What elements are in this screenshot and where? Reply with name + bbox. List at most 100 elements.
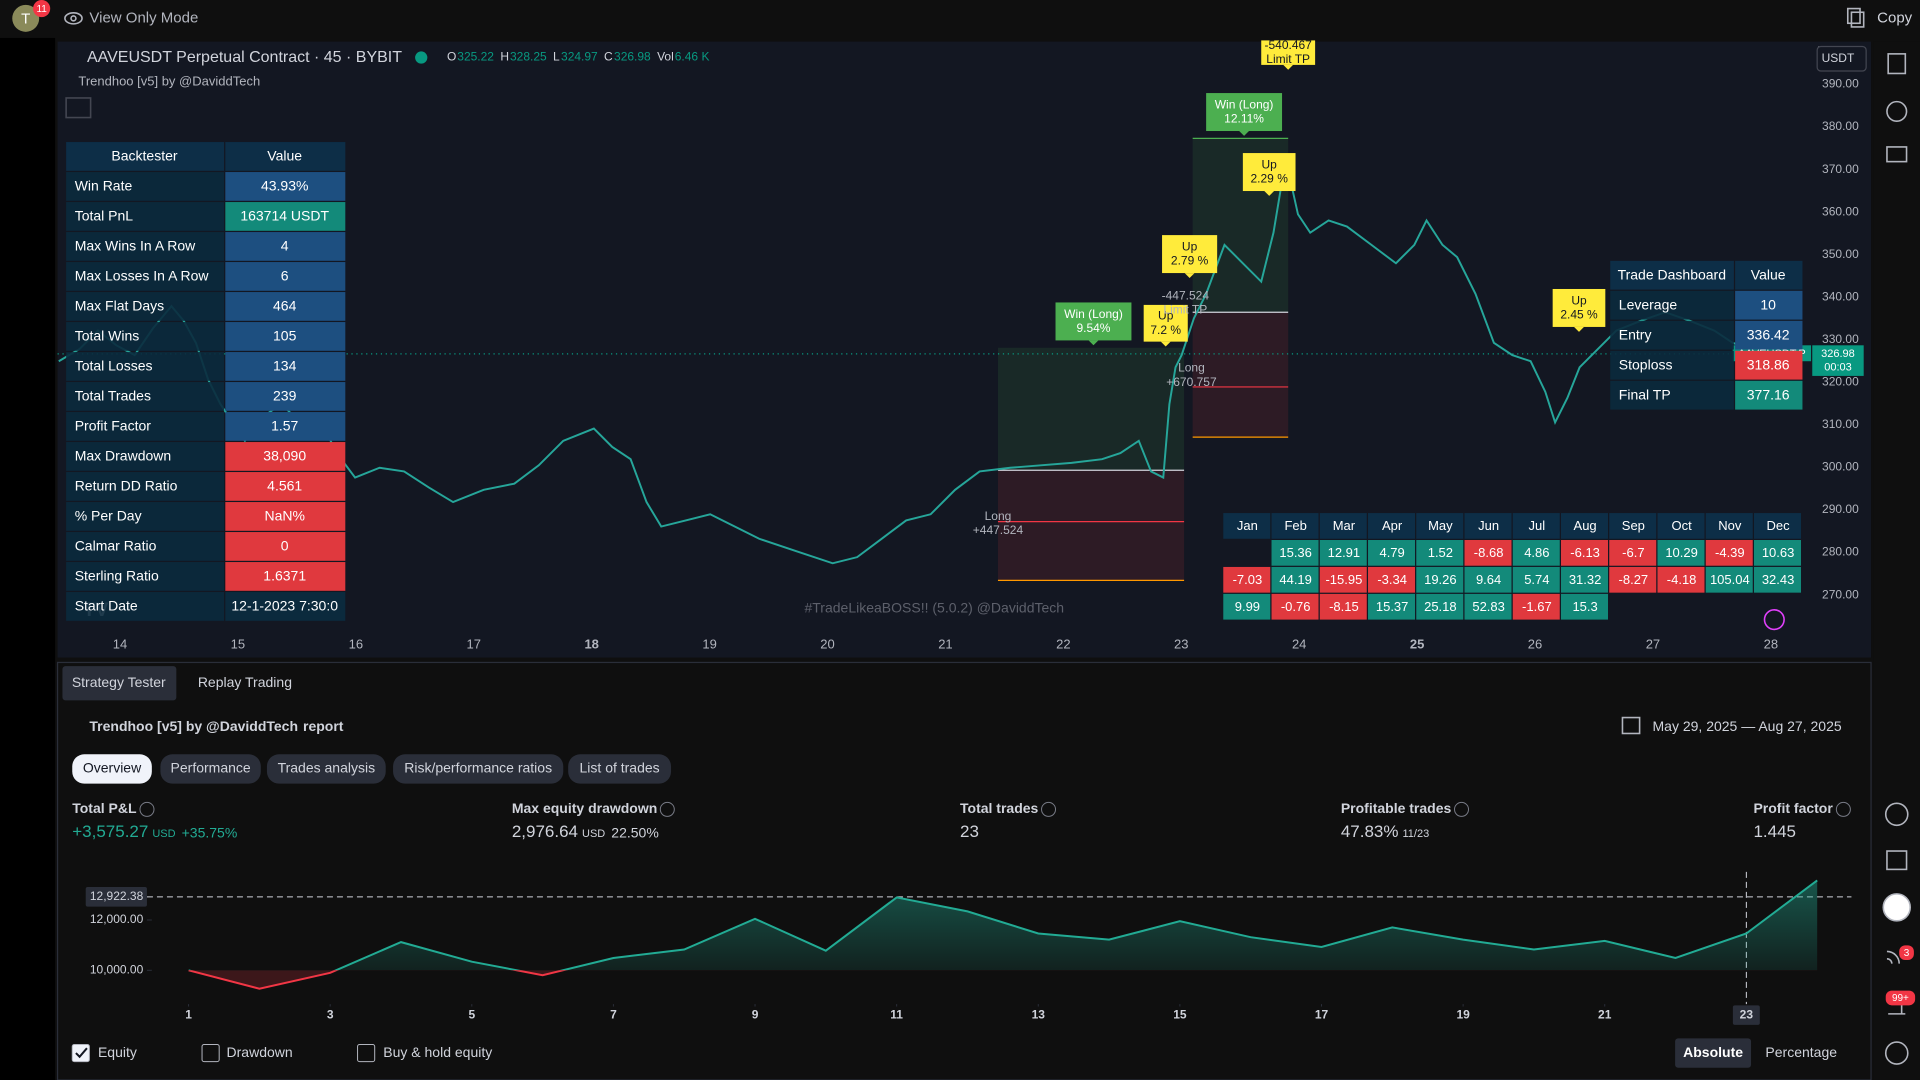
month-cell <box>1753 566 1801 593</box>
ohlc-value: 6.46 K <box>675 50 710 64</box>
annotation-pointer <box>1264 191 1275 196</box>
price-tick-label: 350.00 <box>1822 247 1859 261</box>
subtab[interactable] <box>72 754 152 784</box>
report-title: Trendhoo [v5] by @DaviddTech <box>89 718 298 734</box>
annotation-pointer <box>1239 131 1249 136</box>
annotation-box <box>1162 235 1218 274</box>
month-value: -8.27 <box>1619 572 1649 587</box>
subtab[interactable] <box>160 754 261 784</box>
table-label: Max Wins In A Row <box>75 238 196 254</box>
month-value: 15.3 <box>1572 599 1597 614</box>
table-value: 38,090 <box>263 448 306 464</box>
avatar-letter: T <box>21 11 30 28</box>
toggle-label[interactable]: Drawdown <box>227 1044 293 1060</box>
y-tick-label: 10,000.00 <box>90 962 144 976</box>
x-tick-label: 1 <box>185 1007 192 1021</box>
table-label-cell <box>66 352 225 381</box>
price-tick-label: 270.00 <box>1822 587 1859 601</box>
price-tick-label: 320.00 <box>1822 375 1859 389</box>
toggle-label[interactable]: Equity <box>98 1044 137 1060</box>
table-value: 336.42 <box>1747 327 1790 343</box>
mode[interactable]: Absolute <box>1683 1044 1743 1060</box>
badge <box>1885 990 1916 1006</box>
annotation-text: Up <box>1158 309 1174 323</box>
live-dot <box>415 51 428 64</box>
table-value-cell <box>225 352 346 381</box>
tab[interactable]: Replay Trading <box>198 674 292 690</box>
currency[interactable]: USDT <box>1822 51 1855 65</box>
annotation-box <box>1552 288 1606 327</box>
table-header: Trade Dashboard <box>1618 267 1726 283</box>
info-icon <box>139 801 155 817</box>
table-label-cell <box>66 172 225 201</box>
table-label-cell <box>66 592 225 621</box>
subtab-label[interactable]: List of trades <box>580 760 660 776</box>
month-value: -8.68 <box>1474 545 1504 560</box>
annotation-box <box>1261 40 1316 65</box>
checkbox[interactable] <box>201 1043 220 1063</box>
metric-label: Total P&L <box>72 800 137 816</box>
table-label-cell <box>66 562 225 591</box>
checkbox[interactable] <box>357 1043 376 1063</box>
tab-active <box>62 666 177 701</box>
toggle-label[interactable]: Buy & hold equity <box>383 1044 492 1060</box>
subtab-label[interactable]: Overview <box>83 760 142 776</box>
subtab[interactable] <box>568 754 672 784</box>
month-cell <box>1319 540 1367 566</box>
table-label: Sterling Ratio <box>75 568 159 584</box>
view-mode: View Only Mode <box>89 9 198 26</box>
subtab[interactable] <box>393 754 564 784</box>
price-tick-label: 290.00 <box>1822 502 1859 516</box>
table-label-cell <box>66 472 225 501</box>
table-label: Stoploss <box>1619 357 1673 373</box>
right-toolbar <box>1873 41 1920 1080</box>
month-value: -6.13 <box>1570 545 1600 560</box>
tab[interactable]: Strategy Tester <box>72 674 166 690</box>
date-range[interactable]: May 29, 2025 — Aug 27, 2025 <box>1653 718 1842 734</box>
copy-button[interactable]: Copy <box>1877 9 1913 26</box>
subtab[interactable] <box>266 754 386 784</box>
ohlc-value: 328.25 <box>510 50 547 64</box>
time-tick-label: 18 <box>584 637 598 652</box>
time-tick-label: 23 <box>1174 637 1188 652</box>
table-label: Start Date <box>75 598 138 614</box>
table-label-cell <box>66 502 225 531</box>
month-value: 9.64 <box>1476 572 1501 587</box>
indicator-name: Trendhoo [v5] by @DaviddTech <box>78 73 260 88</box>
month-cell <box>1705 566 1753 593</box>
y-tick-label: 12,922.38 <box>90 889 144 903</box>
annotation-box <box>1143 304 1188 342</box>
subtab-label[interactable]: Risk/performance ratios <box>404 760 552 776</box>
month-value: -4.39 <box>1715 545 1745 560</box>
table-header-cell <box>225 142 346 171</box>
annotation-text: Long <box>985 509 1012 523</box>
month-header: Mar <box>1333 518 1356 533</box>
metric-unit: USD <box>582 828 605 840</box>
month-value: 15.37 <box>1376 599 1409 614</box>
x-tick-label: 23 <box>1740 1007 1754 1021</box>
month-header-cell <box>1705 513 1753 539</box>
info-icon <box>1835 801 1851 817</box>
table-value: 43.93% <box>261 178 308 194</box>
month-value: -6.7 <box>1622 545 1644 560</box>
month-header: Sep <box>1622 518 1645 533</box>
table-value: 10 <box>1760 297 1776 313</box>
month-value: 19.26 <box>1424 572 1457 587</box>
month-value: -8.15 <box>1329 599 1359 614</box>
month-value: 15.36 <box>1279 545 1312 560</box>
price-tick-label: 380.00 <box>1822 119 1859 133</box>
badge-count: 11 <box>36 4 47 15</box>
month-cell <box>1560 540 1609 566</box>
checkbox[interactable] <box>71 1043 90 1063</box>
table-value: 1.57 <box>271 418 298 434</box>
month-value: 44.19 <box>1279 572 1312 587</box>
table-label: Profit Factor <box>75 418 152 434</box>
table-label: Return DD Ratio <box>75 478 178 494</box>
mode[interactable]: Percentage <box>1765 1044 1837 1060</box>
metric-value: +3,575.27 <box>72 822 148 841</box>
price-tag <box>1812 345 1864 376</box>
month-header: Dec <box>1767 518 1791 533</box>
subtab-label[interactable]: Trades analysis <box>278 760 376 776</box>
subtab-label[interactable]: Performance <box>171 760 251 776</box>
